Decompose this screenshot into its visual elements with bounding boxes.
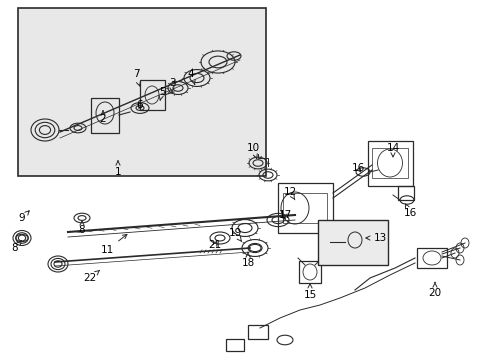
- Bar: [397, 186, 413, 200]
- Bar: [225, 339, 244, 351]
- Text: 7: 7: [132, 69, 140, 86]
- Text: 1: 1: [115, 161, 121, 177]
- Text: 11: 11: [100, 234, 127, 255]
- Bar: [91, 98, 119, 132]
- Bar: [367, 140, 412, 185]
- Text: 12: 12: [283, 187, 296, 200]
- Text: 6: 6: [137, 100, 143, 110]
- Bar: [277, 183, 332, 233]
- Text: 16: 16: [403, 204, 416, 218]
- Bar: [18, 8, 265, 176]
- Bar: [247, 325, 267, 339]
- Text: 13: 13: [365, 233, 386, 243]
- Text: 22: 22: [83, 270, 99, 283]
- Text: 17: 17: [278, 210, 291, 220]
- Text: 14: 14: [386, 143, 399, 157]
- Bar: [298, 261, 320, 283]
- Text: 19: 19: [228, 228, 241, 241]
- Text: 8: 8: [79, 221, 85, 235]
- Text: 9: 9: [19, 211, 29, 223]
- Bar: [416, 248, 446, 268]
- Text: 16: 16: [351, 163, 364, 173]
- Text: 21: 21: [208, 240, 221, 250]
- Bar: [139, 80, 164, 110]
- Text: 2: 2: [100, 111, 106, 124]
- Text: 5: 5: [159, 87, 165, 100]
- Text: 10: 10: [246, 143, 259, 159]
- Bar: [283, 193, 326, 223]
- Text: 8: 8: [12, 241, 21, 253]
- Text: 15: 15: [303, 284, 316, 300]
- Bar: [317, 220, 387, 265]
- Text: 20: 20: [427, 282, 441, 298]
- Bar: [371, 148, 407, 178]
- Text: 18: 18: [241, 252, 254, 268]
- Text: 4: 4: [187, 69, 195, 85]
- Text: 3: 3: [168, 78, 175, 92]
